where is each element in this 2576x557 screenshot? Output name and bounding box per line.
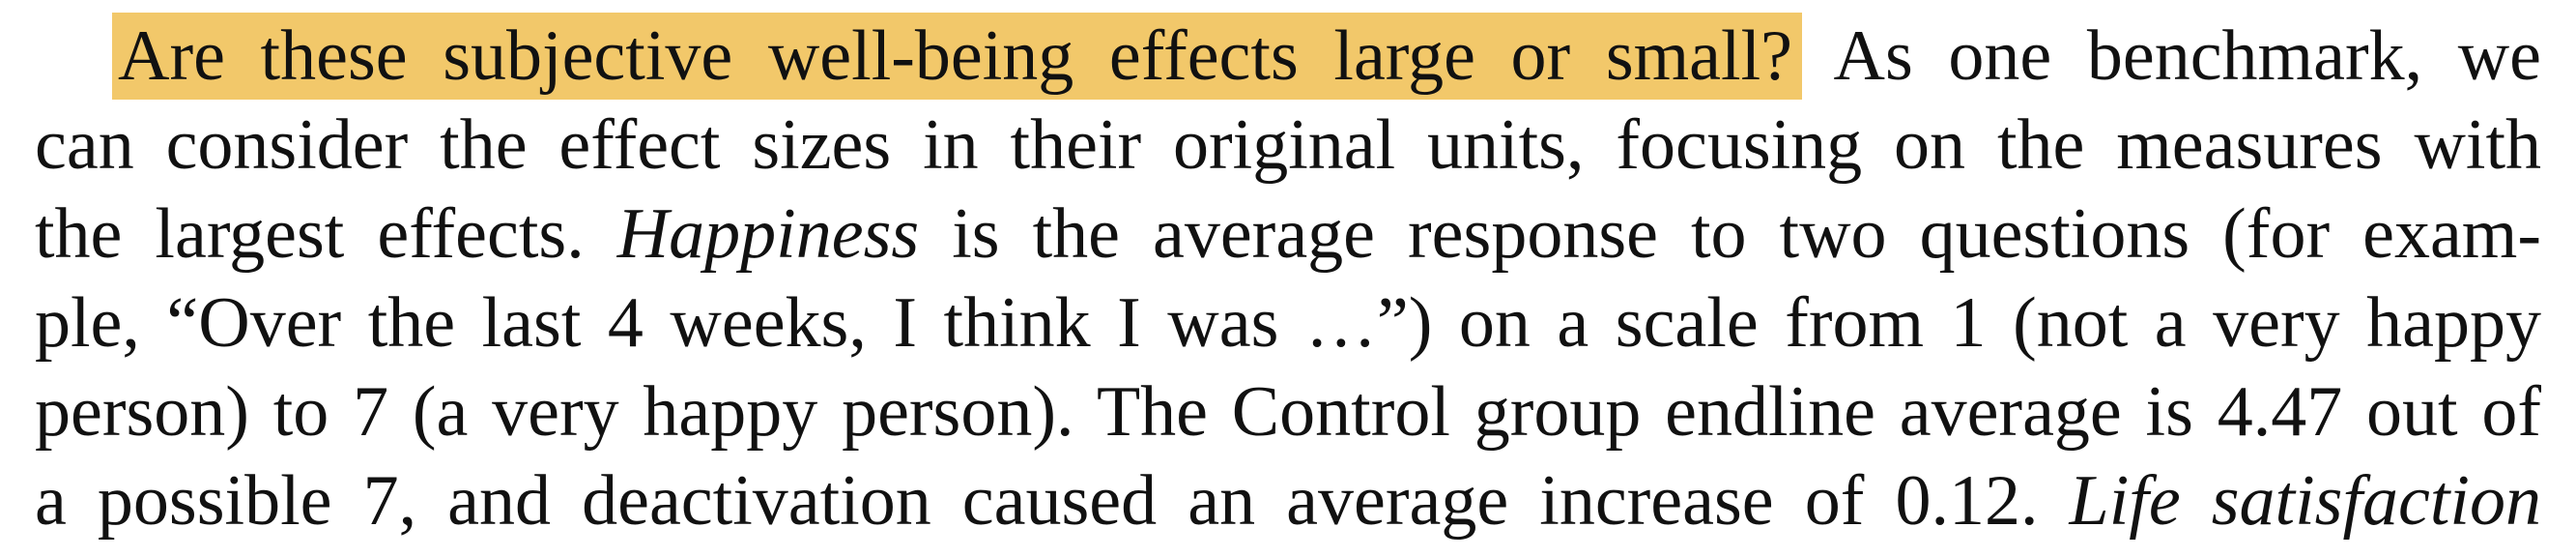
clipped-previous-line (35, 0, 2541, 6)
paragraph-line-5: person) to 7 (a very happy person). The … (35, 372, 2541, 452)
happiness-term: Happiness (616, 194, 920, 274)
paragraph-line-2: can consider the effect sizes in their o… (35, 105, 2541, 185)
line-6-text: a possible 7, and deactivation caused an… (35, 461, 2070, 541)
paper-page: Are these subjective well-being effects … (35, 0, 2541, 557)
paragraph-line-3: the largest effects. Happiness is the av… (35, 190, 2541, 278)
life-satisfaction-term: Life satisfaction (2069, 461, 2541, 541)
paragraph-line-6: a possible 7, and deactivation caused an… (35, 456, 2541, 545)
paragraph-line-4: ple, “Over the last 4 weeks, I think I w… (35, 283, 2541, 363)
paragraph-line-1: Are these subjective well-being effects … (35, 12, 2541, 101)
line-1-text: As one benchmark, we (1802, 16, 2541, 96)
line-3-text-b: is the average response to two questions… (919, 194, 2541, 274)
highlighted-sentence[interactable]: Are these subjective well-being effects … (112, 13, 1802, 100)
line-3-text-a: the largest effects. (35, 194, 617, 274)
